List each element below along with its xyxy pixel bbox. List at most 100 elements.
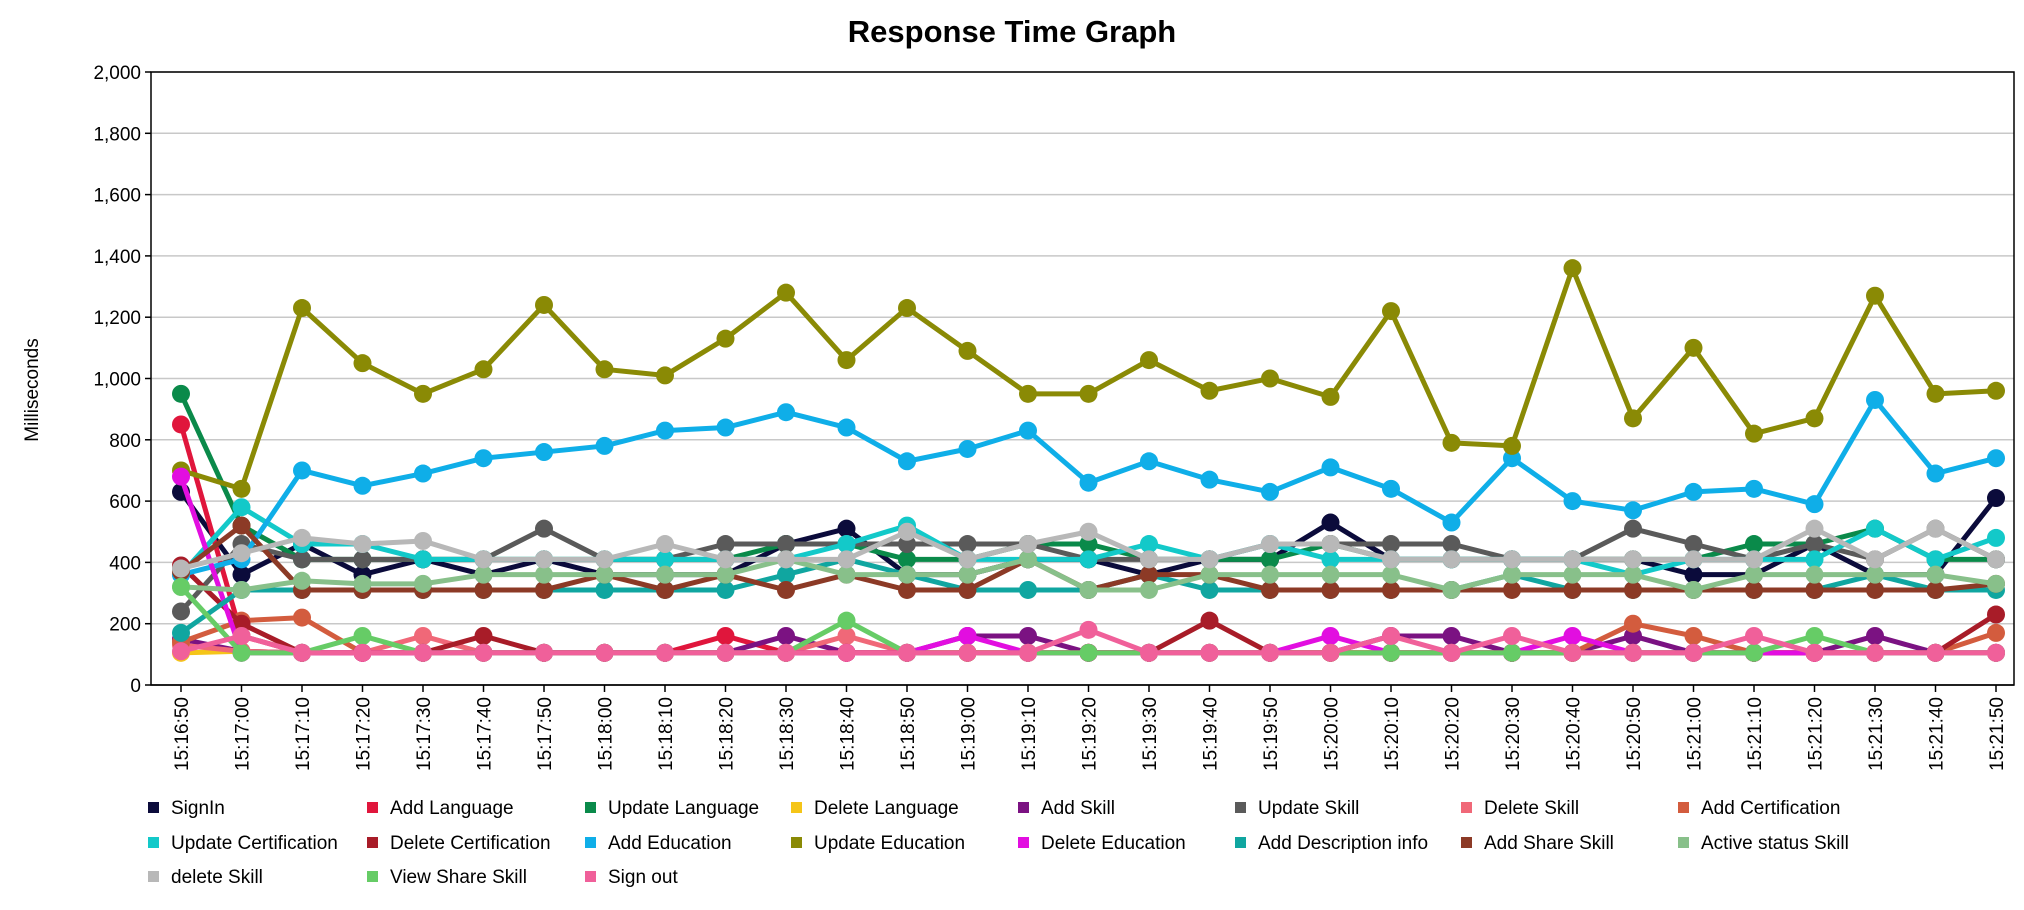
legend-item: Add Education: [585, 833, 732, 854]
data-point: [1866, 519, 1884, 538]
data-point: [716, 535, 735, 554]
data-point: [353, 535, 372, 554]
data-point: [716, 550, 735, 569]
data-point: [232, 498, 251, 517]
data-point: [1987, 643, 2005, 662]
data-point: [414, 550, 432, 569]
data-point: [595, 643, 614, 662]
data-point: [1321, 550, 1340, 569]
data-point: [1321, 626, 1340, 645]
data-point: [172, 467, 190, 486]
data-point: [1382, 535, 1400, 554]
data-point: [656, 565, 674, 584]
data-point: [1805, 580, 1824, 599]
data-point: [1019, 626, 1037, 645]
data-point: [837, 519, 856, 538]
data-point: [1261, 535, 1279, 554]
data-point: [837, 351, 856, 370]
data-point: [1866, 390, 1884, 409]
data-point: [1200, 565, 1219, 584]
data-point: [1866, 580, 1884, 599]
data-point: [1926, 384, 1945, 403]
x-tick-label: 15:18:00: [596, 697, 617, 771]
data-point: [1805, 643, 1824, 662]
x-tick-label: 15:16:50: [172, 697, 193, 771]
y-tick-label: 1,800: [93, 124, 141, 145]
y-tick-label: 800: [109, 431, 141, 452]
data-point: [1019, 384, 1037, 403]
chart-title: Response Time Graph: [848, 14, 1176, 49]
data-point: [293, 461, 311, 480]
x-tick-label: 15:21:20: [1806, 697, 1827, 771]
x-tick-label: 15:19:40: [1201, 697, 1222, 771]
x-tick-label: 15:19:10: [1019, 697, 1040, 771]
data-point: [1321, 458, 1340, 477]
data-point: [1987, 528, 2005, 547]
y-tick-label: 1,600: [93, 186, 141, 207]
data-point: [1382, 643, 1400, 662]
data-point: [1745, 643, 1763, 662]
legend-swatch: [1235, 837, 1246, 848]
x-tick-label: 15:20:40: [1564, 697, 1585, 771]
data-point: [1987, 449, 2005, 468]
x-tick-label: 15:20:10: [1382, 697, 1403, 771]
data-point: [1987, 574, 2005, 593]
data-point: [716, 580, 735, 599]
legend-item: Add Language: [367, 798, 514, 819]
legend-item: SignIn: [148, 798, 225, 819]
data-point: [535, 295, 553, 314]
legend-item: Update Skill: [1235, 798, 1359, 819]
data-point: [1684, 338, 1703, 357]
data-point: [777, 626, 795, 645]
data-point: [353, 550, 372, 569]
data-point: [1866, 565, 1884, 584]
data-point: [232, 565, 251, 584]
data-point: [1200, 470, 1219, 489]
data-point: [1200, 643, 1219, 662]
data-point: [656, 421, 674, 440]
data-point: [293, 528, 311, 547]
data-point: [474, 550, 493, 569]
data-point: [898, 580, 916, 599]
data-point: [1140, 535, 1158, 554]
series-add-education: [172, 390, 2005, 584]
data-point: [656, 580, 674, 599]
data-point: [898, 643, 916, 662]
data-point: [777, 550, 795, 569]
data-point: [414, 464, 432, 483]
data-point: [1745, 535, 1763, 554]
data-point: [1624, 643, 1642, 662]
data-point: [1321, 643, 1340, 662]
data-point: [1624, 550, 1642, 569]
data-point: [958, 565, 977, 584]
data-point: [172, 642, 190, 661]
axes: 0 200 400 600 800 1,000 1,200 1,400 1,600 1,800 2,…: [93, 63, 2015, 771]
data-point: [1926, 464, 1945, 483]
data-point: [1866, 286, 1884, 305]
data-point: [1926, 580, 1945, 599]
series-sign-out: [172, 620, 2005, 662]
data-point: [414, 384, 432, 403]
data-point: [1684, 482, 1703, 501]
data-point: [777, 403, 795, 422]
data-point: [1261, 369, 1279, 388]
legend-label: Add Language: [390, 798, 514, 819]
data-point: [1866, 626, 1884, 645]
data-point: [1866, 550, 1884, 569]
x-tick-label: 15:17:10: [293, 697, 314, 771]
data-point: [1503, 580, 1521, 599]
legend-swatch: [585, 871, 596, 882]
legend-label: Update Language: [608, 798, 759, 819]
data-point: [1261, 643, 1279, 662]
data-point: [1140, 550, 1158, 569]
x-tick-label: 15:17:40: [475, 697, 496, 771]
data-point: [656, 550, 674, 569]
data-point: [595, 360, 614, 379]
data-point: [474, 565, 493, 584]
series-update-education: [172, 259, 2005, 498]
data-point: [1200, 611, 1219, 630]
series-delete-skill: [172, 519, 2005, 578]
data-point: [1624, 580, 1642, 599]
legend-swatch: [585, 802, 596, 813]
data-point: [1805, 565, 1824, 584]
